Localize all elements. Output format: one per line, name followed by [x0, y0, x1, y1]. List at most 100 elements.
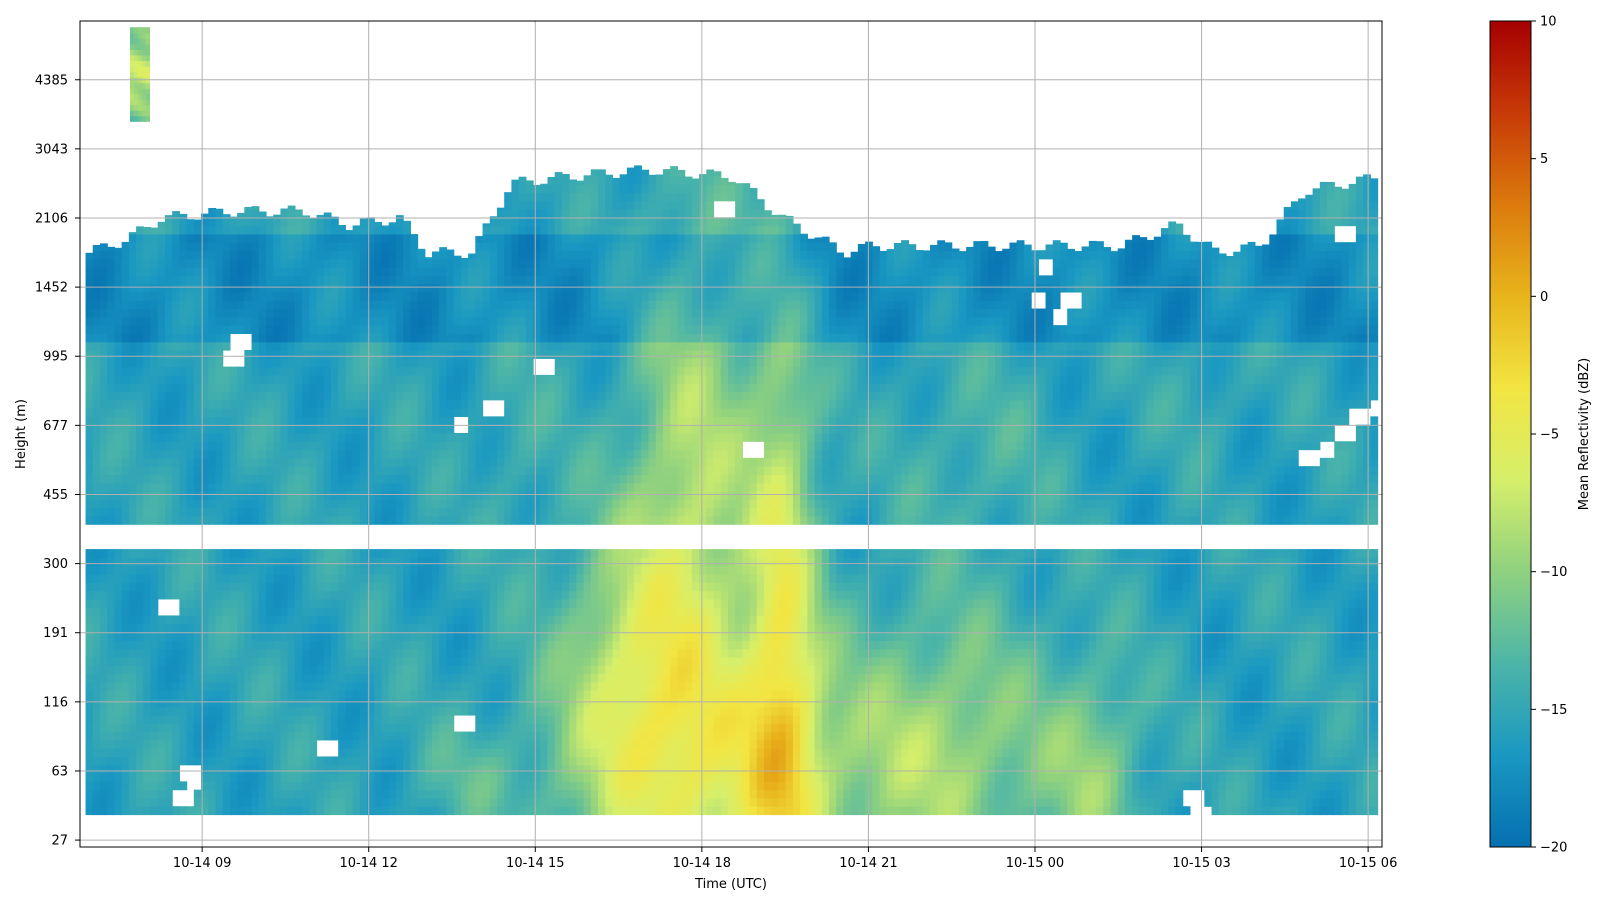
heat-cell [547, 549, 556, 558]
heat-cell [439, 773, 448, 782]
heat-cell [258, 615, 267, 625]
heat-cell [164, 399, 173, 409]
heat-cell [547, 673, 556, 683]
heat-cell [258, 300, 267, 310]
heat-cell [280, 267, 289, 276]
heat-cell [352, 341, 361, 351]
heat-cell [215, 781, 224, 791]
heat-cell [381, 449, 390, 459]
heat-cell [172, 308, 180, 318]
heat-cell [475, 748, 484, 758]
heat-cell [266, 366, 274, 376]
heat-cell [547, 374, 556, 384]
heat-cell [395, 557, 404, 567]
heat-cell [99, 507, 108, 517]
heat-cell [605, 598, 614, 608]
heat-cell [179, 408, 188, 417]
heat-cell [193, 748, 202, 758]
heat-cell [99, 350, 108, 359]
heat-cell [518, 615, 527, 625]
heat-cell [316, 449, 325, 459]
heat-cell [403, 665, 411, 675]
heat-cell [533, 408, 541, 417]
heat-cell [280, 748, 289, 758]
heat-cell [374, 399, 383, 409]
heat-cell [302, 565, 310, 575]
heat-cell [504, 291, 513, 301]
heat-cell [338, 656, 346, 666]
heat-cell [525, 180, 534, 185]
heat-cell [92, 698, 101, 708]
heat-cell [208, 441, 217, 451]
heat-cell [432, 773, 440, 782]
heat-cell [136, 756, 144, 766]
heat-cell [143, 316, 152, 326]
heat-cell [92, 632, 101, 641]
heat-cell [258, 291, 267, 301]
heat-cell [352, 739, 361, 749]
heat-cell [446, 341, 455, 351]
heat-cell [403, 565, 411, 575]
heat-cell [446, 333, 455, 343]
heat-cell [388, 731, 397, 741]
heat-cell [453, 391, 462, 401]
heat-cell [561, 341, 570, 351]
heat-cell [518, 291, 527, 301]
heat-cell [128, 333, 137, 343]
heat-cell [439, 482, 448, 492]
heat-cell [294, 416, 303, 426]
heat-cell [424, 283, 433, 293]
heat-cell [99, 424, 108, 434]
heat-cell [410, 391, 419, 401]
heat-cell [222, 507, 231, 517]
heat-cell [367, 573, 375, 583]
heat-cell [128, 673, 137, 683]
heat-cell [107, 706, 116, 716]
heat-cell [511, 333, 520, 343]
heat-cell [258, 632, 267, 641]
heat-cell [410, 598, 419, 608]
heat-cell [388, 358, 397, 368]
heat-cell [446, 698, 455, 708]
heat-cell [251, 408, 260, 417]
heat-cell [561, 432, 570, 442]
heat-cell [121, 656, 130, 666]
heat-cell [316, 723, 325, 733]
heat-cell [302, 258, 310, 268]
heat-cell [590, 432, 599, 442]
heat-cell [330, 457, 339, 467]
heat-cell [258, 416, 267, 426]
heat-cell [605, 781, 614, 791]
heat-cell [294, 316, 303, 326]
heat-cell [533, 374, 541, 384]
heat-cell [107, 756, 116, 766]
heat-cell [208, 756, 217, 766]
heat-cell [136, 748, 144, 758]
heat-cell [554, 358, 563, 368]
heat-cell [439, 283, 448, 293]
heat-cell [561, 308, 570, 318]
heat-cell [330, 391, 339, 401]
heat-cell [533, 449, 541, 459]
heat-cell [381, 806, 390, 816]
heat-cell [540, 739, 549, 749]
heat-cell [424, 366, 433, 376]
heat-cell [244, 648, 253, 658]
heat-cell [576, 573, 585, 583]
heat-cell [590, 341, 599, 351]
heat-cell [157, 557, 166, 567]
heat-cell [186, 615, 195, 625]
heat-cell [237, 756, 245, 766]
heat-cell [605, 648, 614, 658]
heat-cell [215, 482, 224, 492]
heat-cell [590, 457, 599, 467]
heat-cell [172, 773, 180, 782]
heat-cell [266, 391, 274, 401]
heat-cell [128, 615, 137, 625]
heat-cell [525, 449, 534, 459]
heat-cell [374, 756, 383, 766]
heat-cell [482, 491, 491, 500]
heat-cell [489, 632, 498, 641]
heat-cell [460, 731, 469, 741]
heat-cell [237, 507, 245, 517]
